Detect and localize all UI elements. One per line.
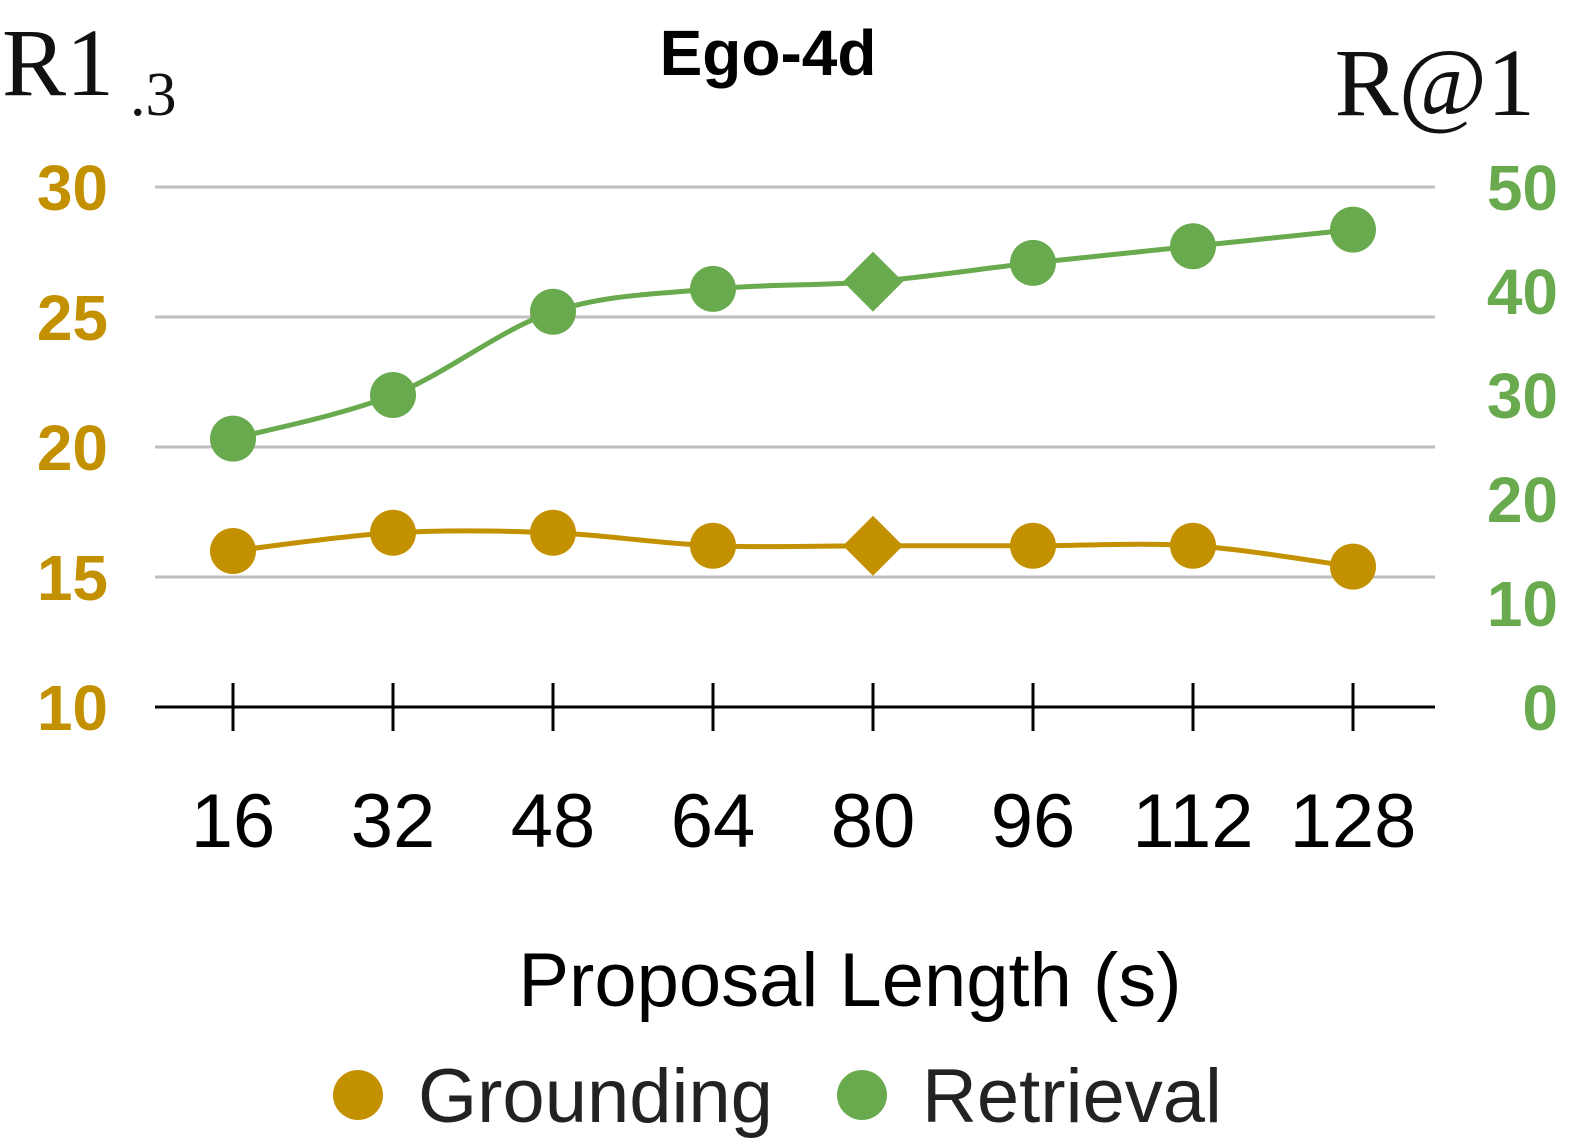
series-layer [210,206,1376,590]
left-tick-label: 25 [37,282,108,354]
right-tick-label: 10 [1487,568,1558,640]
legend-marker-retrieval [837,1070,887,1120]
retrieval-highlight-marker [843,251,903,312]
left-tick-label: 10 [37,672,108,744]
x-tick-label: 64 [671,779,756,864]
x-axis [155,683,1435,731]
legend-marker-grounding [333,1070,383,1120]
left-axis-label: R1.3 [2,9,177,129]
grounding-point [370,509,416,556]
left-axis-label-main: R1 [2,9,114,116]
left-tick-label: 15 [37,542,108,614]
left-tick-label: 30 [37,152,108,224]
retrieval-point [210,415,256,462]
x-axis-ticks: 16 32 48 64 80 96 112 128 [191,779,1417,864]
x-tick-label: 16 [191,779,276,864]
x-tick-label: 32 [351,779,436,864]
retrieval-point [1010,239,1056,286]
retrieval-point [530,288,576,335]
right-tick-label: 0 [1522,672,1558,744]
grounding-point [1170,522,1216,569]
chart-title: Ego-4d [660,17,877,89]
x-tick-label: 96 [991,779,1076,864]
right-tick-label: 50 [1487,152,1558,224]
right-tick-label: 20 [1487,464,1558,536]
legend-label-grounding: Grounding [418,1054,773,1139]
right-tick-label: 30 [1487,360,1558,432]
left-tick-label: 20 [37,412,108,484]
x-tick-label: 48 [511,779,596,864]
legend-label-retrieval: Retrieval [922,1054,1222,1139]
right-axis-label: R@1 [1335,29,1535,136]
left-axis-ticks: 10 15 20 25 30 [37,152,108,744]
grounding-point [1330,543,1376,590]
right-axis-ticks: 0 10 20 30 40 50 [1487,152,1558,744]
grounding-point [690,522,736,569]
retrieval-point [370,372,416,418]
retrieval-point [690,265,736,312]
x-tick-label: 112 [1132,779,1253,864]
gridlines [155,185,1435,579]
retrieval-point [1170,223,1216,270]
grounding-point [1010,522,1056,569]
legend: Grounding Retrieval [333,1054,1222,1139]
grounding-highlight-marker [843,515,903,576]
x-tick-label: 128 [1290,779,1417,864]
retrieval-point [1330,206,1376,253]
x-tick-label: 80 [831,779,916,864]
x-axis-label: Proposal Length (s) [518,938,1181,1023]
left-axis-label-sub: .3 [130,61,177,129]
right-tick-label: 40 [1487,256,1558,328]
grounding-point [530,509,576,556]
grounding-point [210,528,256,574]
